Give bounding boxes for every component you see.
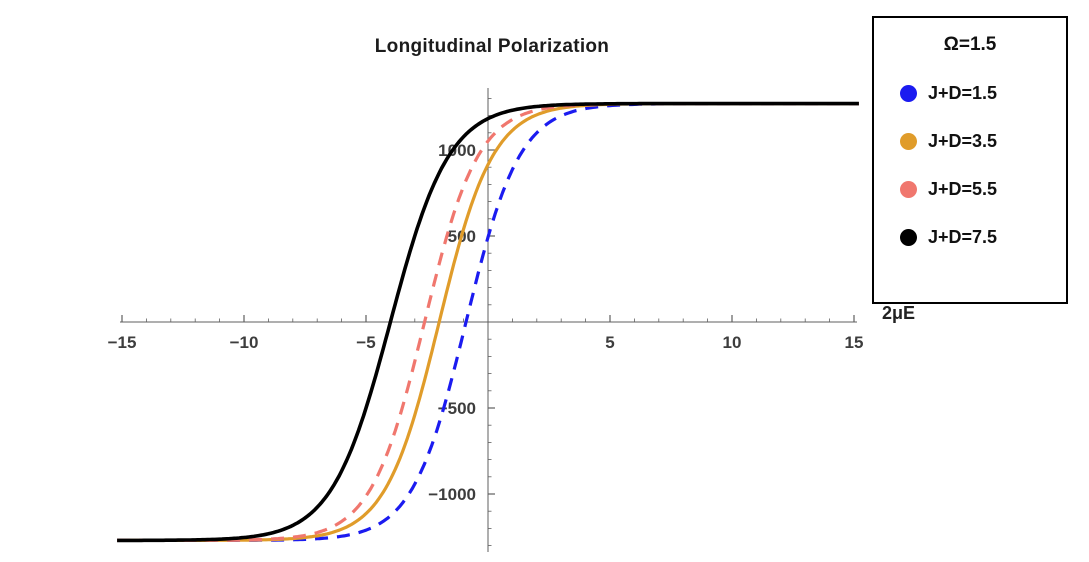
- legend-marker: [900, 133, 917, 150]
- x-tick-label: 10: [723, 333, 742, 352]
- legend-item: J+D=5.5: [900, 179, 1066, 200]
- x-tick-label: −15: [108, 333, 137, 352]
- x-tick-label: 5: [605, 333, 614, 352]
- legend: Ω=1.5 J+D=1.5 J+D=3.5 J+D=5.5 J+D=7.5: [872, 16, 1068, 304]
- legend-item: J+D=1.5: [900, 83, 1066, 104]
- legend-item: J+D=3.5: [900, 131, 1066, 152]
- legend-title: Ω=1.5: [943, 34, 997, 55]
- legend-item-label: J+D=5.5: [928, 179, 998, 199]
- x-tick-label: −10: [230, 333, 259, 352]
- y-tick-label: −1000: [428, 485, 476, 504]
- series-J+D=5.5: [117, 102, 859, 542]
- x-tick-label: 15: [845, 333, 864, 352]
- legend-marker: [900, 181, 917, 198]
- x-tick-label: −5: [356, 333, 375, 352]
- legend-item-label: J+D=1.5: [928, 83, 998, 103]
- series-J+D=7.5: [117, 101, 859, 543]
- x-axis-label: 2μE: [882, 303, 916, 323]
- legend-marker: [900, 229, 917, 246]
- legend-marker: [900, 85, 917, 102]
- chart-title: Longitudinal Polarization: [374, 36, 610, 57]
- legend-item-label: J+D=7.5: [928, 227, 998, 247]
- legend-item: J+D=7.5: [900, 227, 1066, 248]
- series-J+D=1.5: [117, 102, 859, 542]
- y-tick-label: −500: [438, 399, 476, 418]
- legend-item-label: J+D=3.5: [928, 131, 998, 151]
